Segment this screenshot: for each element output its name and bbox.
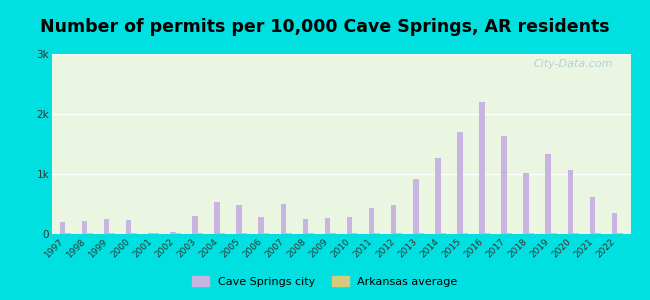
Bar: [153, 233, 159, 234]
Bar: [595, 233, 601, 234]
Bar: [457, 132, 463, 234]
Bar: [612, 213, 618, 234]
Bar: [237, 205, 242, 234]
Bar: [435, 158, 441, 234]
Bar: [109, 233, 115, 234]
Bar: [485, 233, 490, 234]
Bar: [82, 221, 87, 234]
Bar: [413, 179, 419, 234]
Bar: [192, 216, 198, 234]
Bar: [220, 233, 226, 234]
Bar: [551, 233, 556, 234]
Text: Number of permits per 10,000 Cave Springs, AR residents: Number of permits per 10,000 Cave Spring…: [40, 18, 610, 36]
Bar: [374, 233, 380, 234]
Bar: [352, 233, 358, 234]
Bar: [308, 233, 314, 234]
Bar: [214, 202, 220, 234]
Bar: [419, 233, 424, 234]
Bar: [126, 220, 131, 234]
Bar: [441, 233, 446, 234]
Bar: [618, 233, 623, 234]
Bar: [281, 204, 286, 234]
Bar: [176, 233, 181, 234]
Bar: [303, 219, 308, 234]
Bar: [325, 218, 330, 234]
Bar: [396, 233, 402, 234]
Bar: [170, 232, 176, 234]
Bar: [590, 197, 595, 234]
Bar: [87, 233, 93, 234]
Bar: [529, 233, 534, 234]
Bar: [573, 233, 578, 234]
Bar: [65, 233, 71, 234]
Bar: [346, 217, 352, 234]
Bar: [148, 233, 153, 234]
Text: City-Data.com: City-Data.com: [534, 59, 613, 69]
Bar: [369, 208, 374, 234]
Bar: [545, 154, 551, 234]
Bar: [198, 233, 203, 234]
Bar: [479, 102, 485, 234]
Bar: [463, 233, 468, 234]
Bar: [330, 233, 336, 234]
Bar: [391, 205, 396, 234]
Bar: [501, 136, 507, 234]
Bar: [264, 233, 270, 234]
Legend: Cave Springs city, Arkansas average: Cave Springs city, Arkansas average: [188, 272, 462, 291]
Bar: [104, 219, 109, 234]
Bar: [286, 233, 292, 234]
Bar: [523, 173, 529, 234]
Bar: [259, 217, 264, 234]
Bar: [567, 170, 573, 234]
Bar: [242, 233, 248, 234]
Bar: [60, 222, 65, 234]
Bar: [131, 233, 137, 234]
Bar: [507, 233, 512, 234]
